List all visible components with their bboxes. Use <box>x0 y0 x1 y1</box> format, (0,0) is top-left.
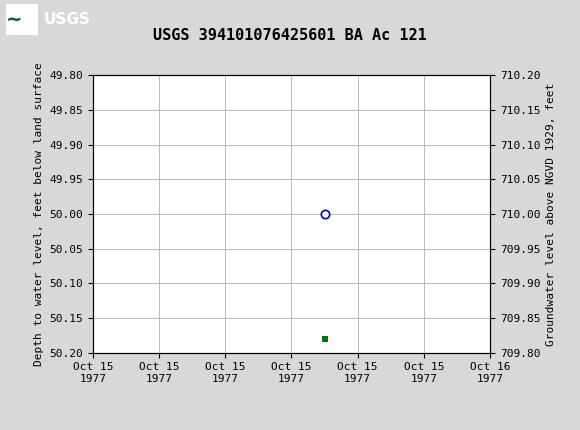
Y-axis label: Depth to water level, feet below land surface: Depth to water level, feet below land su… <box>34 62 44 366</box>
Text: USGS: USGS <box>44 12 90 27</box>
Bar <box>6 4 38 35</box>
Text: USGS 394101076425601 BA Ac 121: USGS 394101076425601 BA Ac 121 <box>153 28 427 43</box>
Text: ~: ~ <box>6 10 22 29</box>
Y-axis label: Groundwater level above NGVD 1929, feet: Groundwater level above NGVD 1929, feet <box>546 82 556 346</box>
